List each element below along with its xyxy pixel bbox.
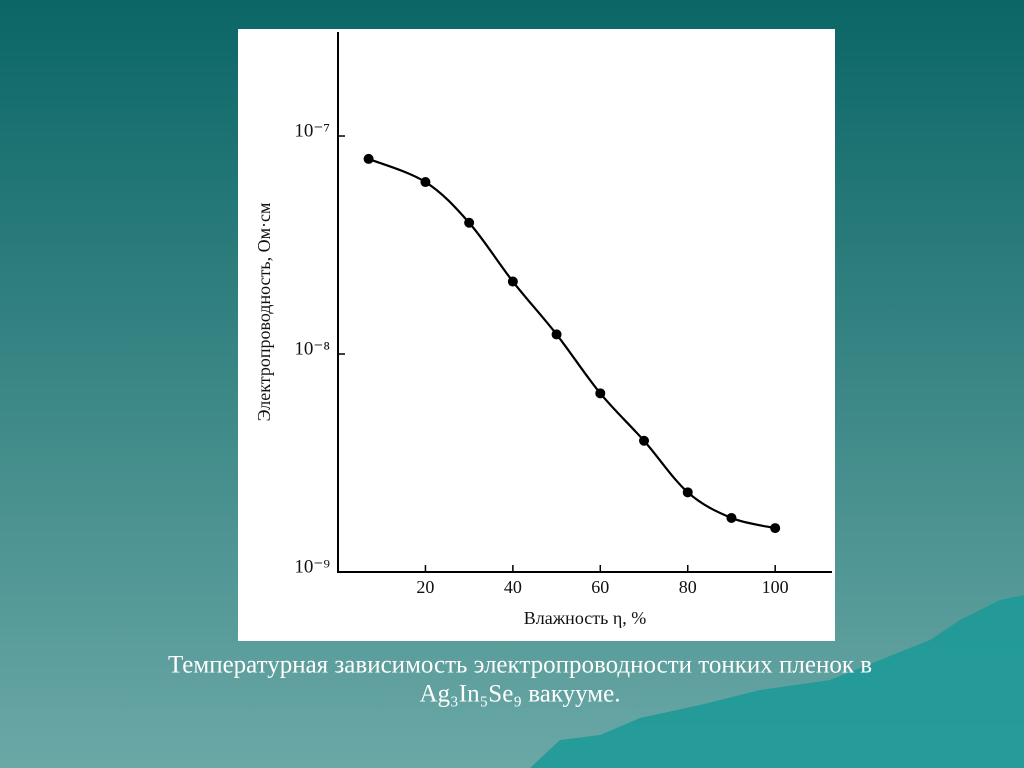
x-tick-label: 20 [416, 577, 434, 597]
data-point [464, 217, 475, 228]
caption-line: Температурная зависимость электропроводн… [168, 652, 872, 679]
x-tick-label: 60 [591, 577, 609, 597]
y-tick-label: 10⁻⁹ [294, 556, 330, 577]
caption-line: Ag₃In₅Se₉ вакууме. [420, 681, 621, 708]
curve [368, 157, 776, 530]
x-tick-label: 100 [762, 577, 789, 597]
data-point [363, 153, 374, 164]
y-tick-label: 10⁻⁷ [294, 120, 330, 141]
x-axis-title: Влажность η, % [524, 608, 646, 628]
data-point [551, 329, 562, 340]
x-tick-label: 40 [504, 577, 522, 597]
y-axis-title: Электропроводность, Ом·см [254, 203, 274, 422]
data-point [770, 523, 781, 534]
data-point [507, 276, 518, 287]
data-point [595, 388, 606, 399]
data-point [726, 512, 737, 523]
data-point [420, 177, 431, 188]
data-point [682, 487, 693, 498]
mountain-decoration [530, 595, 1024, 768]
data-point [639, 435, 650, 446]
x-tick-label: 80 [679, 577, 697, 597]
y-tick-label: 10⁻⁸ [294, 338, 330, 359]
